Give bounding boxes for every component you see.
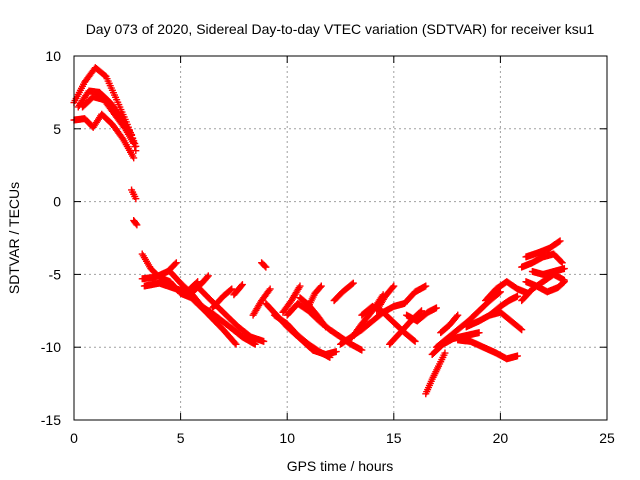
- data-point: [172, 259, 180, 267]
- data-point: [358, 346, 366, 354]
- data-point: [422, 282, 430, 290]
- y-tick-label: 0: [53, 194, 61, 210]
- x-tick-label: 20: [493, 430, 509, 446]
- data-point: [556, 237, 564, 245]
- x-axis-label: GPS time / hours: [287, 458, 394, 474]
- data-point: [322, 323, 330, 331]
- x-tick-label: 15: [386, 430, 402, 446]
- data-point: [266, 285, 274, 293]
- y-tick-label: -5: [49, 266, 62, 282]
- data-point: [348, 280, 356, 288]
- data-point: [238, 281, 246, 289]
- data-point: [260, 337, 268, 345]
- data-point: [558, 259, 566, 267]
- data-point: [416, 308, 424, 316]
- data-point: [171, 260, 179, 268]
- data-point: [133, 221, 141, 229]
- x-tick-label: 10: [279, 430, 295, 446]
- data-point: [204, 272, 212, 280]
- y-tick-label: 10: [45, 48, 61, 64]
- data-point: [410, 337, 418, 345]
- data-point: [475, 329, 483, 337]
- data-point: [228, 285, 236, 293]
- data-point: [518, 326, 526, 334]
- data-point: [295, 284, 303, 292]
- data-point: [316, 283, 324, 291]
- data-point: [231, 339, 239, 347]
- data-point: [227, 286, 235, 294]
- data-point: [232, 340, 240, 348]
- data-point: [432, 304, 440, 312]
- data-point: [418, 307, 426, 315]
- data-point: [513, 292, 521, 300]
- data-point: [131, 143, 139, 151]
- data-point: [237, 282, 245, 290]
- y-axis-label: SDTVAR / TECUs: [6, 182, 22, 294]
- data-point: [557, 258, 565, 266]
- data-point: [262, 263, 270, 271]
- data-point: [321, 322, 329, 330]
- data-point: [513, 352, 521, 360]
- data-point: [265, 286, 273, 294]
- data-point: [349, 279, 357, 287]
- data-point: [132, 220, 140, 228]
- data-points: [70, 64, 568, 398]
- x-tick-label: 25: [599, 430, 615, 446]
- data-point: [560, 278, 568, 286]
- y-tick-label: -15: [41, 412, 61, 428]
- data-point: [332, 348, 340, 356]
- chart-title: Day 073 of 2020, Sidereal Day-to-day VTE…: [86, 21, 595, 37]
- data-point: [296, 282, 304, 290]
- data-point: [130, 139, 138, 147]
- data-point: [132, 195, 140, 203]
- data-point: [411, 337, 419, 345]
- tick-labels: 0 5 10 15 20 25 -15 -10 -5 0 5 10: [41, 48, 615, 446]
- data-point: [317, 282, 325, 290]
- data-point: [453, 312, 461, 320]
- x-tick-label: 0: [70, 430, 78, 446]
- data-point: [130, 154, 138, 162]
- x-tick-label: 5: [177, 430, 185, 446]
- data-point: [555, 238, 563, 246]
- data-point: [261, 262, 269, 270]
- data-point: [132, 147, 140, 155]
- data-point: [390, 282, 398, 290]
- y-tick-label: -10: [41, 339, 61, 355]
- data-point: [517, 325, 525, 333]
- data-point: [495, 289, 503, 297]
- data-point: [326, 353, 334, 361]
- data-point: [441, 349, 449, 357]
- data-point: [389, 283, 397, 291]
- data-point: [454, 311, 462, 319]
- data-point: [203, 273, 211, 281]
- data-point: [559, 279, 567, 287]
- data-point: [560, 265, 568, 273]
- plot-frame: [73, 55, 608, 421]
- y-tick-label: 5: [53, 121, 61, 137]
